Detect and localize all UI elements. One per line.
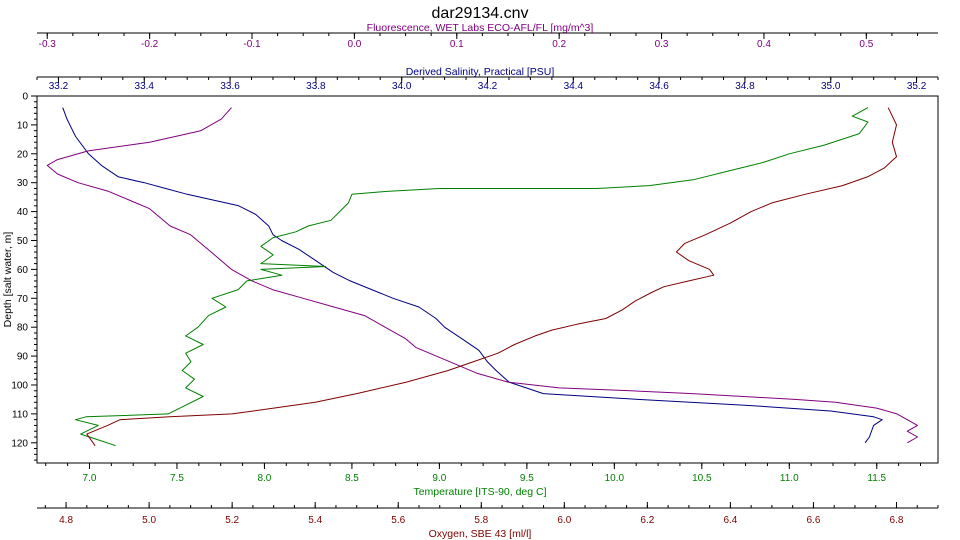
depth-tick-label: 10 xyxy=(17,120,29,131)
depth-tick-label: 100 xyxy=(11,380,28,391)
temperature-tick-label: 7.0 xyxy=(83,473,97,484)
depth-axis: 0 10 20 30 40 50 60 70 80 90 100 110 120 Depth [salt … xyxy=(2,92,37,461)
depth-tick-label: 50 xyxy=(17,236,29,247)
depth-tick-label: 120 xyxy=(11,438,28,449)
depth-tick-label: 60 xyxy=(17,265,29,276)
oxygen-tick-label: 5.2 xyxy=(225,515,239,526)
fluorescence-tick-label: -0.1 xyxy=(243,39,261,50)
fluorescence-tick-label: 0.1 xyxy=(450,39,464,50)
oxygen-tick-label: 6.8 xyxy=(890,515,904,526)
temperature-tick-label: 8.5 xyxy=(345,473,359,484)
oxygen-tick-label: 5.0 xyxy=(142,515,156,526)
oxygen-axis: 4.8 5.0 5.2 5.4 5.6 5.8 6.0 6.2 6.4 6.6 6.8 Oxygen,… xyxy=(37,502,939,540)
fluorescence-tick-label: 0.2 xyxy=(552,39,566,50)
depth-tick-label: 0 xyxy=(22,92,28,103)
temperature-tick-label: 10.5 xyxy=(692,473,712,484)
depth-tick-label: 80 xyxy=(17,323,29,334)
salinity-tick-label: 33.4 xyxy=(135,81,155,92)
salinity-series-line xyxy=(62,107,883,444)
depth-tick-label: 70 xyxy=(17,294,29,305)
temperature-tick-label: 11.0 xyxy=(780,473,799,484)
salinity-tick-label: 34.0 xyxy=(392,81,412,92)
fluorescence-tick-label: 0.3 xyxy=(655,39,669,50)
oxygen-tick-label: 5.4 xyxy=(308,515,322,526)
oxygen-axis-title: Oxygen, SBE 43 [ml/l] xyxy=(429,528,532,540)
depth-tick-label: 40 xyxy=(17,207,29,218)
temperature-tick-label: 11.5 xyxy=(867,473,886,484)
temperature-series-line xyxy=(75,107,869,447)
temperature-axis: 7.0 7.5 8.0 8.5 9.0 9.5 10.0 10.5 11.0 11.5 Temper… xyxy=(37,462,938,498)
temperature-tick-label: 8.0 xyxy=(257,473,271,484)
salinity-tick-label: 34.4 xyxy=(564,81,584,92)
depth-tick-label: 110 xyxy=(12,409,28,420)
salinity-tick-label: 33.2 xyxy=(49,81,69,92)
salinity-tick-label: 35.0 xyxy=(821,81,841,92)
oxygen-tick-label: 6.6 xyxy=(806,515,820,526)
fluorescence-series-line xyxy=(46,107,918,444)
plot-area xyxy=(36,95,939,464)
temperature-tick-label: 9.0 xyxy=(432,473,446,484)
oxygen-tick-label: 4.8 xyxy=(59,515,73,526)
oxygen-tick-label: 6.0 xyxy=(557,515,571,526)
temperature-tick-label: 9.5 xyxy=(520,473,534,484)
fluorescence-axis-title: Fluorescence, WET Labs ECO-AFL/FL [mg/m^… xyxy=(367,22,594,34)
depth-tick-label: 90 xyxy=(17,352,29,363)
temperature-tick-label: 7.5 xyxy=(170,473,184,484)
oxygen-tick-label: 5.6 xyxy=(391,515,405,526)
salinity-tick-label: 34.2 xyxy=(478,81,498,92)
salinity-axis: 33.2 33.4 33.6 33.8 34.0 34.2 34.4 34.6 34.8 35.0… xyxy=(36,66,939,92)
depth-tick-label: 30 xyxy=(17,178,29,189)
fluorescence-tick-label: 0.5 xyxy=(859,39,873,50)
oxygen-tick-label: 6.4 xyxy=(723,515,737,526)
oxygen-tick-label: 5.8 xyxy=(474,515,488,526)
salinity-tick-label: 33.8 xyxy=(306,81,326,92)
chart-title: dar29134.cnv xyxy=(432,5,529,22)
salinity-tick-label: 34.6 xyxy=(649,81,669,92)
fluorescence-tick-label: 0.4 xyxy=(757,39,771,50)
oxygen-tick-label: 6.2 xyxy=(640,515,654,526)
salinity-tick-label: 35.2 xyxy=(907,81,927,92)
fluorescence-tick-label: -0.3 xyxy=(39,39,57,50)
depth-axis-title: Depth [salt water, m] xyxy=(2,232,14,328)
oxygen-series-line xyxy=(86,107,897,446)
fluorescence-tick-label: -0.2 xyxy=(141,39,159,50)
depth-tick-label: 20 xyxy=(17,149,29,160)
series-layer xyxy=(46,107,918,447)
axes-layer: -0.3 -0.2 -0.1 0.0 0.1 0.2 0.3 0.4 0.5 Fluorescen… xyxy=(2,22,939,540)
fluorescence-tick-label: 0.0 xyxy=(347,39,361,50)
salinity-axis-title: Derived Salinity, Practical [PSU] xyxy=(406,66,555,78)
salinity-tick-label: 33.6 xyxy=(220,81,240,92)
temperature-axis-title: Temperature [ITS-90, deg C] xyxy=(413,486,546,498)
temperature-tick-label: 10.0 xyxy=(605,473,625,484)
salinity-tick-label: 34.8 xyxy=(735,81,755,92)
fluorescence-axis: -0.3 -0.2 -0.1 0.0 0.1 0.2 0.3 0.4 0.5 Fluorescen… xyxy=(37,22,938,50)
